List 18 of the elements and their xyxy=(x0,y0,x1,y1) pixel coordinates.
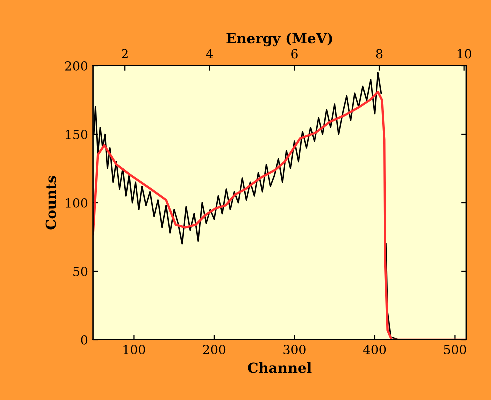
x2-tick-label: 4 xyxy=(206,49,214,59)
y-tick-label: 100 xyxy=(66,198,88,208)
x2-tick-label: 8 xyxy=(376,49,383,59)
x2-axis-title: Energy (MeV) xyxy=(226,32,332,47)
x-axis-title: Channel xyxy=(248,362,312,374)
y-tick-label: 150 xyxy=(66,130,88,140)
x2-tick-label: 6 xyxy=(292,49,298,59)
x2-tick-label: 2 xyxy=(122,49,128,59)
x-tick-label: 400 xyxy=(363,345,386,355)
y-axis-title: Counts xyxy=(46,176,56,230)
y-tick-label: 0 xyxy=(81,335,88,345)
x-tick-label: 200 xyxy=(203,345,226,355)
y-tick-label: 200 xyxy=(65,61,88,71)
x-tick-label: 100 xyxy=(124,345,146,355)
y-tick-label: 50 xyxy=(74,266,88,276)
x-tick-label: 500 xyxy=(444,345,466,355)
x-tick-label: 300 xyxy=(284,345,306,355)
x2-tick-label: 10 xyxy=(458,49,472,59)
